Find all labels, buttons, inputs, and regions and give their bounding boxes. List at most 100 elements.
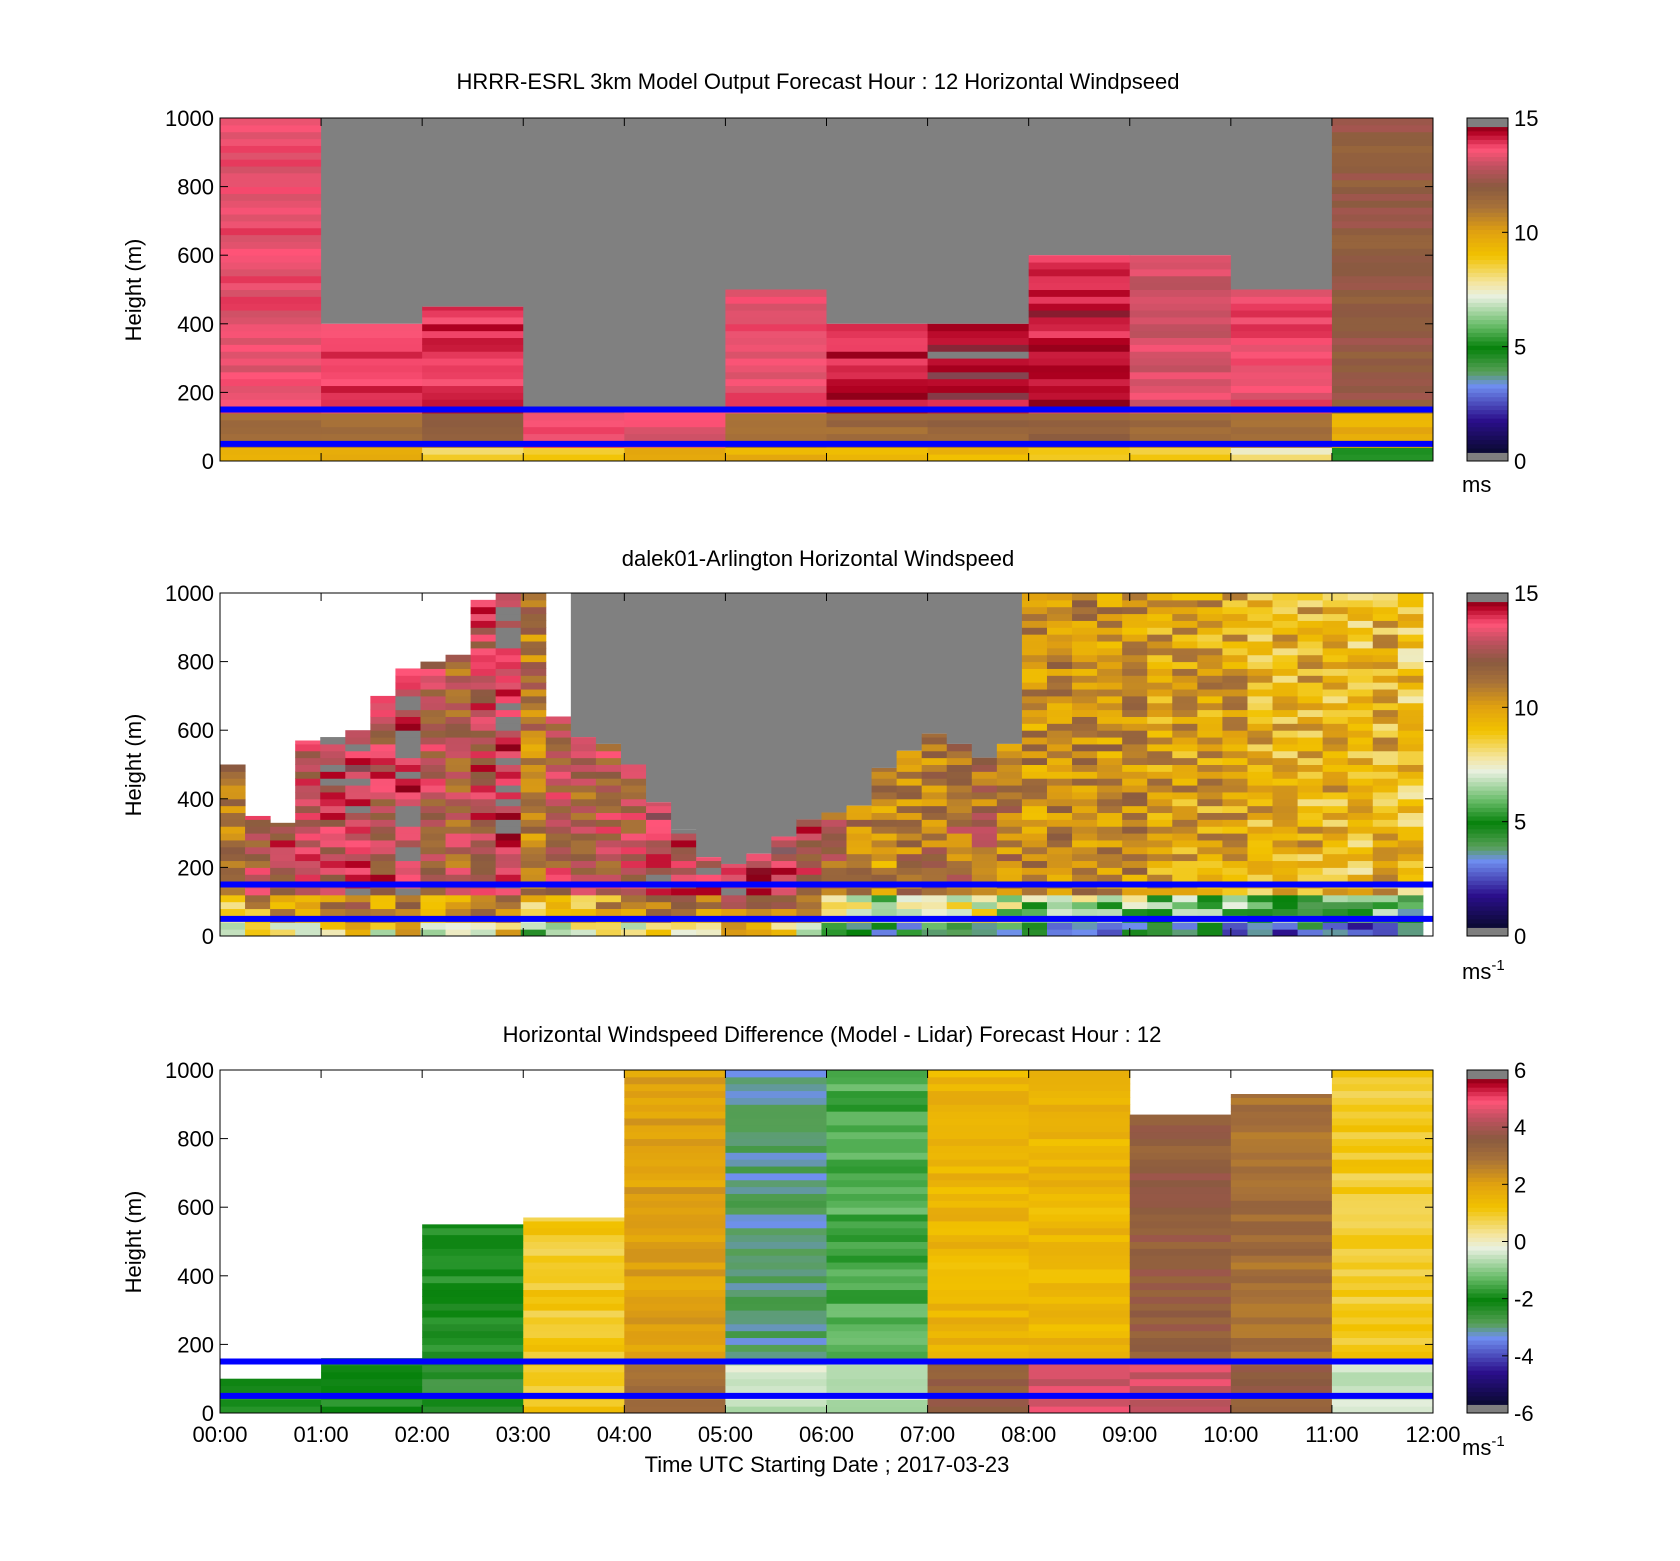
lidar-heatmap-cell	[545, 812, 572, 820]
lidar-heatmap-cell	[1147, 750, 1173, 759]
lidar-heatmap-cell	[445, 737, 472, 745]
model-colorbar-segment	[1467, 199, 1508, 205]
difference-heatmap-cell	[927, 1255, 1030, 1263]
difference-heatmap-cell	[826, 1371, 929, 1380]
lidar-heatmap-cell	[370, 771, 396, 779]
lidar-heatmap-cell	[395, 771, 421, 779]
lidar-heatmap-cell	[1347, 743, 1374, 752]
lidar-heatmap-cell	[821, 860, 848, 868]
difference-heatmap-cell	[624, 1255, 726, 1263]
lidar-heatmap-cell	[1247, 846, 1274, 855]
lidar-heatmap-cell	[520, 764, 547, 772]
model-heatmap-cell	[1028, 412, 1131, 421]
lidar-heatmap-cell	[1372, 757, 1399, 765]
lidar-colorbar-segment	[1467, 644, 1508, 650]
lidar-heatmap-cell	[1397, 846, 1424, 855]
model-heatmap-cell	[624, 419, 726, 428]
difference-heatmap-cell	[1028, 1385, 1131, 1393]
difference-x-tick-label: 00:00	[192, 1422, 247, 1447]
model-heatmap-cell	[1331, 316, 1434, 325]
lidar-heatmap-cell	[395, 702, 421, 711]
difference-heatmap-cell	[826, 1152, 929, 1160]
lidar-heatmap-cell	[1147, 641, 1173, 649]
lidar-heatmap-cell	[1021, 723, 1048, 731]
lidar-heatmap-cell	[245, 908, 271, 916]
lidar-heatmap-cell	[671, 867, 697, 875]
model-heatmap-cell	[725, 358, 827, 366]
lidar-heatmap-cell	[1072, 757, 1098, 765]
model-heatmap-cell	[422, 419, 524, 428]
lidar-heatmap-cell	[971, 819, 998, 827]
difference-heatmap-cell	[826, 1399, 929, 1407]
lidar-heatmap-cell	[545, 819, 572, 827]
lidar-heatmap-cell	[1046, 750, 1073, 759]
lidar-heatmap-cell	[1197, 791, 1223, 800]
difference-heatmap-cell	[321, 1399, 423, 1407]
lidar-heatmap-cell	[1222, 853, 1248, 862]
lidar-heatmap-cell	[1247, 750, 1274, 759]
lidar-heatmap-cell	[520, 908, 547, 916]
lidar-heatmap-cell	[1297, 743, 1324, 752]
lidar-heatmap-cell	[495, 654, 522, 663]
lidar-heatmap-cell	[646, 833, 672, 841]
lidar-heatmap-cell	[570, 791, 597, 800]
model-heatmap-cell	[220, 145, 322, 153]
lidar-heatmap-cell	[1097, 826, 1123, 834]
lidar-colorbar-segment	[1467, 661, 1508, 667]
lidar-heatmap-cell	[295, 846, 321, 855]
difference-heatmap-cell	[1129, 1193, 1232, 1201]
lidar-heatmap-cell	[696, 922, 722, 930]
model-heatmap-cell	[927, 426, 1030, 435]
lidar-heatmap-cell	[1347, 641, 1374, 649]
lidar-heatmap-cell	[846, 929, 873, 937]
model-colorbar-segment	[1467, 418, 1508, 423]
lidar-heatmap-cell	[921, 737, 948, 745]
difference-heatmap-cell	[1028, 1145, 1131, 1153]
model-heatmap-cell	[1129, 454, 1232, 462]
model-panel: HRRR-ESRL 3km Model Output Forecast Hour…	[121, 69, 1538, 497]
lidar-heatmap-cell	[370, 778, 396, 786]
lidar-heatmap-cell	[1147, 771, 1173, 779]
lidar-heatmap-cell	[520, 599, 547, 608]
model-heatmap-cell	[927, 447, 1030, 455]
lidar-heatmap-cell	[1297, 647, 1324, 656]
model-heatmap-cell	[1230, 323, 1333, 332]
model-colorbar-segment	[1467, 430, 1508, 436]
lidar-heatmap-cell	[1147, 647, 1173, 656]
lidar-heatmap-cell	[1046, 668, 1073, 676]
model-heatmap-cell	[1230, 419, 1333, 428]
lidar-heatmap-cell	[295, 826, 321, 834]
difference-heatmap-cell	[523, 1399, 625, 1407]
lidar-heatmap-cell	[1122, 901, 1148, 910]
model-heatmap-cell	[1230, 358, 1333, 366]
lidar-heatmap-cell	[1272, 682, 1299, 690]
lidar-heatmap-cell	[1322, 593, 1349, 601]
lidar-heatmap-cell	[646, 887, 672, 896]
lidar-heatmap-cell	[245, 887, 271, 896]
model-heatmap-cell	[1230, 447, 1333, 455]
lidar-heatmap-cell	[1222, 716, 1248, 724]
difference-heatmap-cell	[523, 1255, 625, 1263]
lidar-heatmap-cell	[1222, 702, 1248, 711]
lidar-heatmap-cell	[1046, 689, 1073, 697]
lidar-heatmap-cell	[1147, 599, 1173, 608]
lidar-heatmap-cell	[495, 874, 522, 882]
lidar-heatmap-cell	[1397, 743, 1424, 752]
lidar-heatmap-cell	[946, 908, 973, 916]
lidar-heatmap-cell	[1197, 805, 1223, 814]
difference-heatmap-cell	[523, 1378, 625, 1387]
lidar-heatmap-cell	[545, 887, 572, 896]
lidar-heatmap-cell	[1347, 702, 1374, 711]
difference-heatmap-cell	[1230, 1118, 1333, 1126]
difference-heatmap-cell	[523, 1406, 625, 1414]
lidar-heatmap-cell	[1297, 839, 1324, 848]
model-colorbar-segment	[1467, 366, 1508, 372]
lidar-heatmap-cell	[595, 791, 622, 800]
lidar-heatmap-cell	[345, 743, 371, 752]
lidar-heatmap-cell	[520, 929, 547, 937]
difference-heatmap-cell	[624, 1330, 726, 1339]
lidar-heatmap-cell	[1172, 894, 1198, 903]
model-heatmap-cell	[422, 378, 524, 387]
lidar-heatmap-cell	[1222, 764, 1248, 772]
difference-colorbar-segment	[1467, 1374, 1508, 1380]
